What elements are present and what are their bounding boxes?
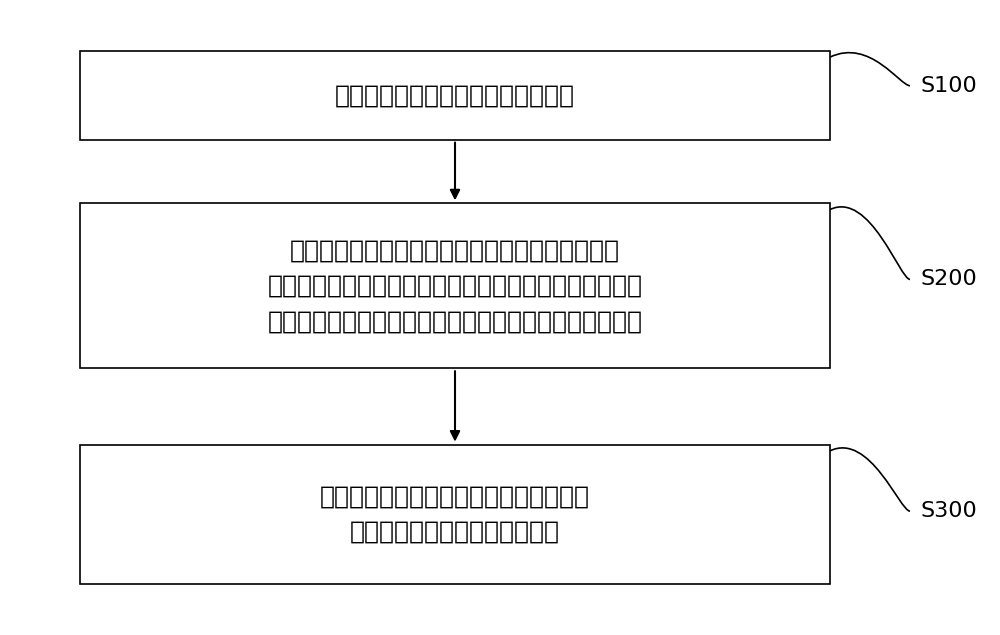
Text: 基于浇筑体的设计形态修筑溢流堰体: 基于浇筑体的设计形态修筑溢流堰体 xyxy=(335,83,575,107)
Text: 将混凝土浇筑至第一浇筑间隙，以在溢流
堰体的背水一侧形成下游浇筑体: 将混凝土浇筑至第一浇筑间隙，以在溢流 堰体的背水一侧形成下游浇筑体 xyxy=(320,485,590,544)
FancyBboxPatch shape xyxy=(80,203,830,368)
Text: S200: S200 xyxy=(920,269,977,290)
FancyBboxPatch shape xyxy=(80,51,830,140)
Text: S300: S300 xyxy=(920,501,977,521)
Text: S100: S100 xyxy=(920,76,977,96)
FancyBboxPatch shape xyxy=(80,444,830,584)
Text: 以溢流堰体为基础，将若干个第一模板固定于溢流
堰体的背水一侧，并且将若干个第一模板连接形成曲面模
板组，所述曲面模板组与溢流堰体之间预留第一浇筑间隙: 以溢流堰体为基础，将若干个第一模板固定于溢流 堰体的背水一侧，并且将若干个第一模… xyxy=(268,238,642,333)
